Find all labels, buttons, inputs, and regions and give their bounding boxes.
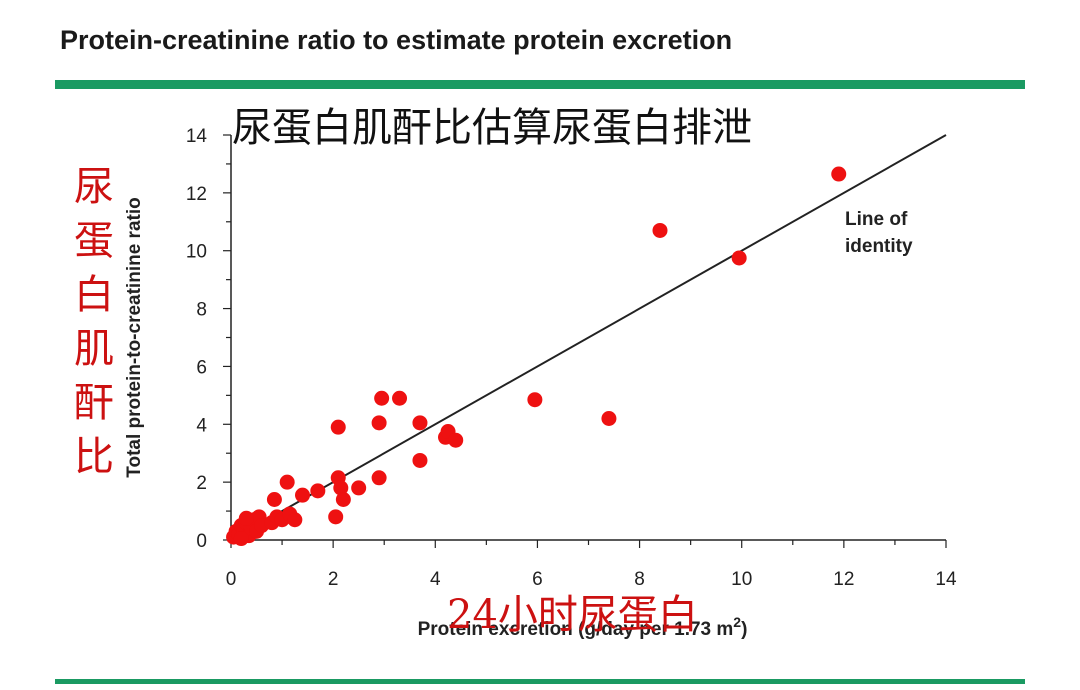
data-point xyxy=(266,492,282,507)
data-point xyxy=(374,390,390,406)
identity-line-label: identity xyxy=(845,236,913,257)
chinese-x-axis-label: 24小时尿蛋白 xyxy=(447,592,698,638)
x-tick-label: 6 xyxy=(532,569,543,590)
x-tick-label: 10 xyxy=(731,569,752,590)
data-point xyxy=(527,392,543,408)
data-point xyxy=(601,411,617,426)
chinese-y-axis-label: 尿蛋白肌酐比 xyxy=(74,164,114,480)
y-tick-label: 14 xyxy=(186,126,208,147)
x-tick-label: 2 xyxy=(328,569,339,590)
x-tick-label: 4 xyxy=(430,569,441,590)
data-point xyxy=(412,415,428,431)
y-tick-label: 6 xyxy=(196,357,207,378)
y-tick-label: 4 xyxy=(196,415,207,436)
x-axis-label: Protein excretion (g/day per 1.73 m2) xyxy=(418,614,748,640)
y-tick-label: 2 xyxy=(196,473,207,494)
y-tick-label: 0 xyxy=(196,531,207,552)
data-point xyxy=(335,492,351,507)
data-point xyxy=(731,250,747,266)
data-point xyxy=(412,452,428,468)
data-point xyxy=(233,531,249,547)
chinese-chart-title: 尿蛋白肌酐比估算尿蛋白排泄 xyxy=(232,105,752,151)
data-point xyxy=(330,419,346,435)
data-point xyxy=(310,483,326,499)
data-point xyxy=(392,390,408,406)
footer-divider xyxy=(55,679,1025,684)
page-title: Protein-creatinine ratio to estimate pro… xyxy=(60,25,733,55)
data-point xyxy=(371,415,387,431)
data-point xyxy=(351,480,367,496)
data-point xyxy=(287,512,303,528)
data-point xyxy=(238,510,254,526)
y-tick-label: 12 xyxy=(186,184,207,205)
x-tick-label: 8 xyxy=(634,569,645,590)
data-point xyxy=(831,166,847,182)
y-tick-label: 10 xyxy=(186,242,207,263)
y-axis-label: Total protein-to-creatinine ratio xyxy=(124,197,145,477)
data-point xyxy=(328,509,344,525)
x-tick-label: 0 xyxy=(226,569,237,590)
x-tick-label: 14 xyxy=(935,569,957,590)
identity-line xyxy=(230,134,947,541)
x-tick-label: 12 xyxy=(833,569,854,590)
data-point xyxy=(279,474,295,490)
y-tick-label: 8 xyxy=(196,300,207,321)
data-point xyxy=(652,222,668,238)
axes: 0 2 4 6 8 10 12 14 0 2 4 6 8 10 12 14 Total protein-to-c… xyxy=(124,126,957,640)
identity-line-label: Line of xyxy=(845,209,908,230)
data-points xyxy=(226,166,847,547)
data-point xyxy=(371,470,387,486)
header-divider xyxy=(55,80,1025,89)
data-point xyxy=(295,487,310,503)
data-point xyxy=(333,480,349,496)
data-point xyxy=(448,432,464,448)
